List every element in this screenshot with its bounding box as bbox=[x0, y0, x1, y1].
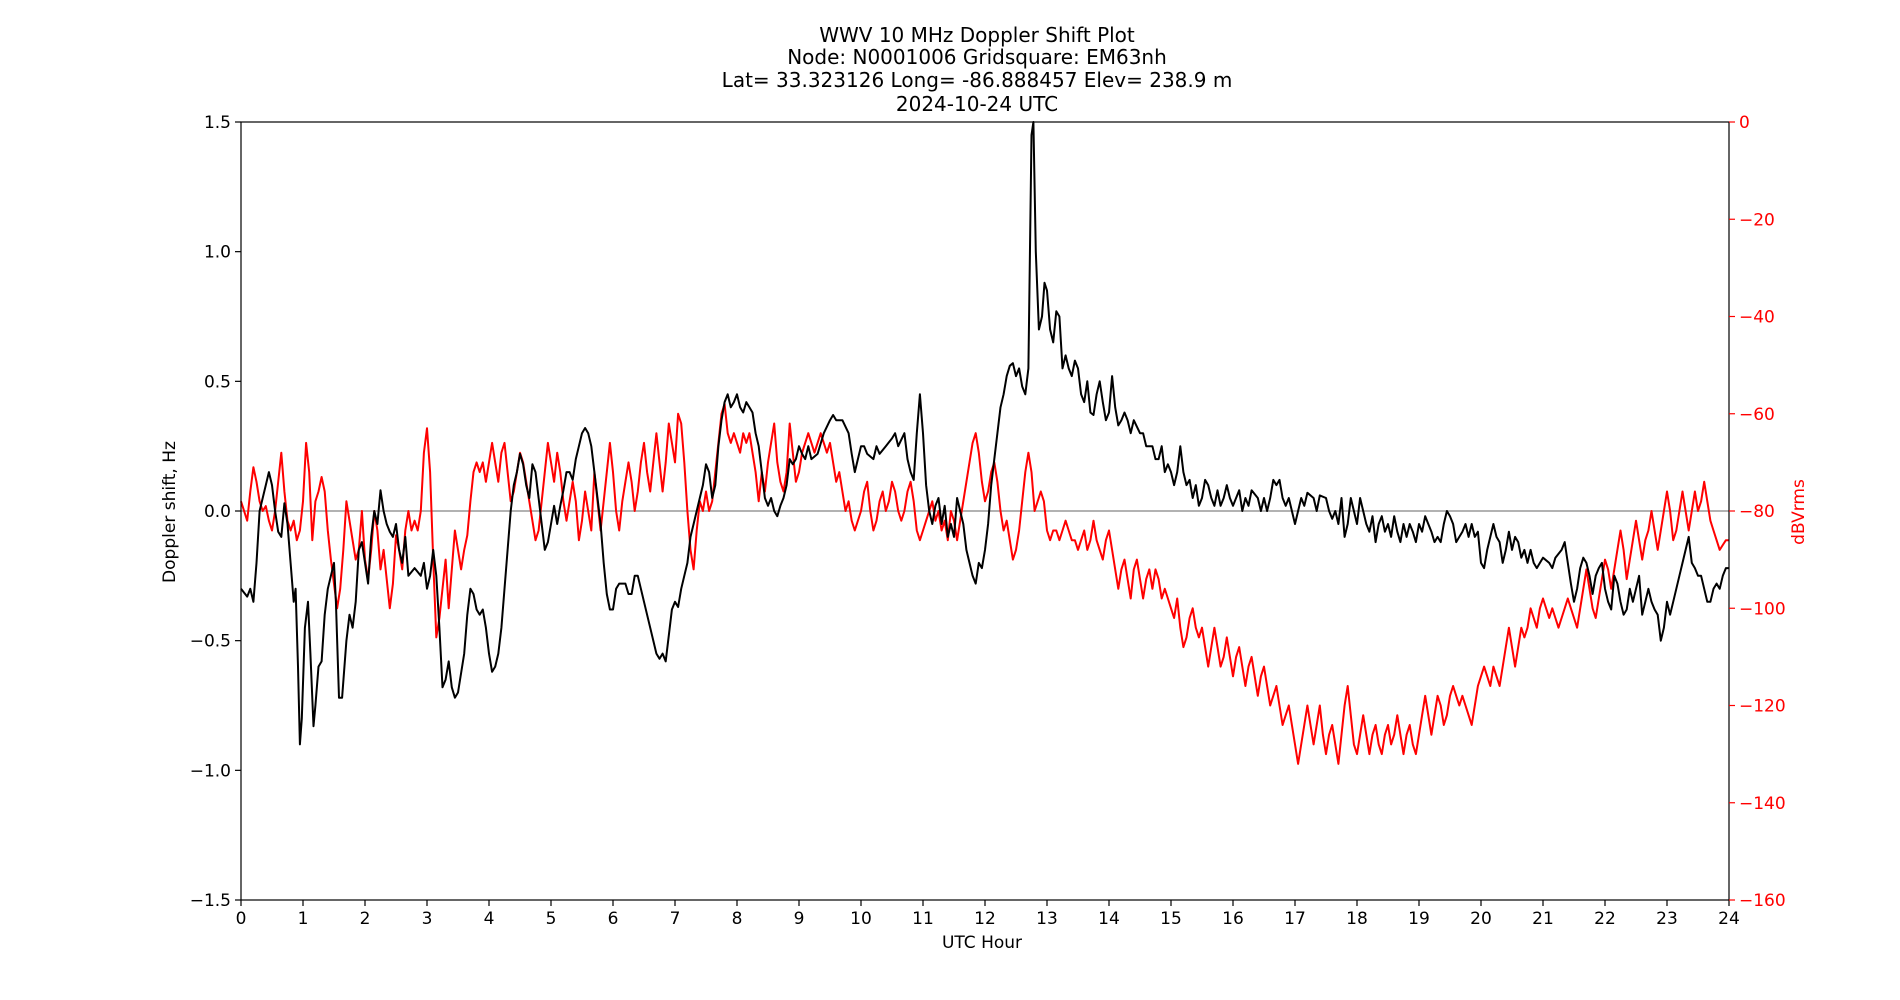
y-tick-label-right: −40 bbox=[1739, 308, 1775, 328]
x-tick-label: 10 bbox=[850, 909, 872, 929]
chart-title: WWV 10 MHz Doppler Shift Plot Node: N000… bbox=[722, 23, 1233, 116]
y-tick-label-right: −140 bbox=[1739, 794, 1786, 814]
x-tick-label: 13 bbox=[1036, 909, 1058, 929]
x-tick-label: 11 bbox=[912, 909, 934, 929]
x-tick-label: 7 bbox=[670, 909, 681, 929]
signal-level-series-line bbox=[240, 403, 1729, 765]
x-tick-label: 12 bbox=[974, 909, 996, 929]
y-axis-right: 0 −20 −40 −60 −80 −100 −120 −140 −160 bbox=[1729, 113, 1786, 911]
y-axis-label-left: Doppler shift, Hz bbox=[160, 441, 180, 583]
series-layer bbox=[240, 121, 1729, 765]
x-tick-label: 1 bbox=[298, 909, 309, 929]
x-tick-label: 2 bbox=[360, 909, 371, 929]
y-tick-label-left: 1.0 bbox=[204, 243, 231, 263]
y-tick-label-left: −1.0 bbox=[190, 761, 231, 781]
y-tick-label-right: −120 bbox=[1739, 697, 1786, 717]
title-line-1: WWV 10 MHz Doppler Shift Plot bbox=[819, 23, 1135, 47]
y-tick-label-left: −0.5 bbox=[190, 632, 231, 652]
x-tick-label: 4 bbox=[484, 909, 495, 929]
x-axis: 0 1 2 3 4 5 6 7 8 9 10 11 12 13 14 15 16 17 18 19 20 21 22 23 24 bbox=[236, 900, 1740, 929]
x-tick-label: 17 bbox=[1284, 909, 1306, 929]
x-tick-label: 14 bbox=[1098, 909, 1120, 929]
x-tick-label: 20 bbox=[1470, 909, 1492, 929]
x-tick-label: 5 bbox=[546, 909, 557, 929]
y-tick-label-right: −80 bbox=[1739, 502, 1775, 522]
x-tick-label: 3 bbox=[422, 909, 433, 929]
y-tick-label-right: 0 bbox=[1739, 113, 1750, 133]
x-tick-label: 9 bbox=[794, 909, 805, 929]
title-line-3: Lat= 33.323126 Long= -86.888457 Elev= 23… bbox=[722, 68, 1233, 92]
x-tick-label: 8 bbox=[732, 909, 743, 929]
x-tick-label: 18 bbox=[1346, 909, 1368, 929]
y-tick-label-left: 0.0 bbox=[204, 502, 231, 522]
x-tick-label: 16 bbox=[1222, 909, 1244, 929]
title-line-2: Node: N0001006 Gridsquare: EM63nh bbox=[787, 45, 1167, 69]
y-tick-label-right: −160 bbox=[1739, 891, 1786, 911]
title-line-4: 2024-10-24 UTC bbox=[896, 92, 1058, 116]
x-axis-label: UTC Hour bbox=[942, 933, 1022, 953]
x-tick-label: 0 bbox=[236, 909, 247, 929]
y-tick-label-left: 1.5 bbox=[204, 113, 231, 133]
x-tick-label: 15 bbox=[1160, 909, 1182, 929]
y-tick-label-right: −20 bbox=[1739, 210, 1775, 230]
x-tick-label: 23 bbox=[1656, 909, 1678, 929]
x-tick-label: 19 bbox=[1408, 909, 1430, 929]
y-axis-left: 1.5 1.0 0.5 0.0 −0.5 −1.0 −1.5 bbox=[190, 113, 241, 911]
y-axis-label-right: dBVrms bbox=[1789, 479, 1809, 545]
x-tick-label: 22 bbox=[1594, 909, 1616, 929]
y-tick-label-right: −100 bbox=[1739, 599, 1786, 619]
y-tick-label-left: 0.5 bbox=[204, 372, 231, 392]
x-tick-label: 24 bbox=[1718, 909, 1740, 929]
x-tick-label: 21 bbox=[1532, 909, 1554, 929]
y-tick-label-left: −1.5 bbox=[190, 891, 231, 911]
doppler-shift-series-line bbox=[240, 121, 1729, 746]
y-tick-label-right: −60 bbox=[1739, 405, 1775, 425]
x-tick-label: 6 bbox=[608, 909, 619, 929]
